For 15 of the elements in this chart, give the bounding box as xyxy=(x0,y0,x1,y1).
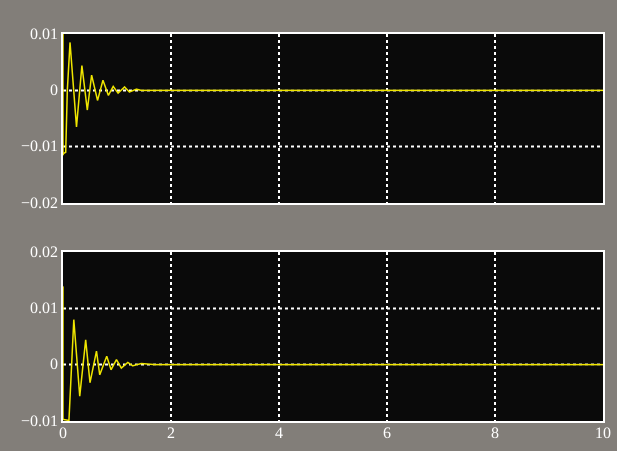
x-tick-label: 2 xyxy=(167,425,175,442)
line-series xyxy=(63,34,603,156)
x-tick-label: 4 xyxy=(275,425,283,442)
y-tick-label: −0.01 xyxy=(21,413,58,430)
y-tick-label: 0.01 xyxy=(30,26,58,43)
y-tick-label: −0.01 xyxy=(21,138,58,155)
x-tick-label: 10 xyxy=(595,425,611,442)
y-tick-label: 0 xyxy=(50,356,58,373)
line-series xyxy=(63,286,603,421)
y-tick-label: −0.02 xyxy=(21,195,58,212)
y-tick-label: 0.02 xyxy=(30,244,58,261)
y-tick-label: 0.01 xyxy=(30,300,58,317)
x-tick-label: 6 xyxy=(383,425,391,442)
y-tick-label: 0 xyxy=(50,82,58,99)
x-tick-label: 8 xyxy=(491,425,499,442)
